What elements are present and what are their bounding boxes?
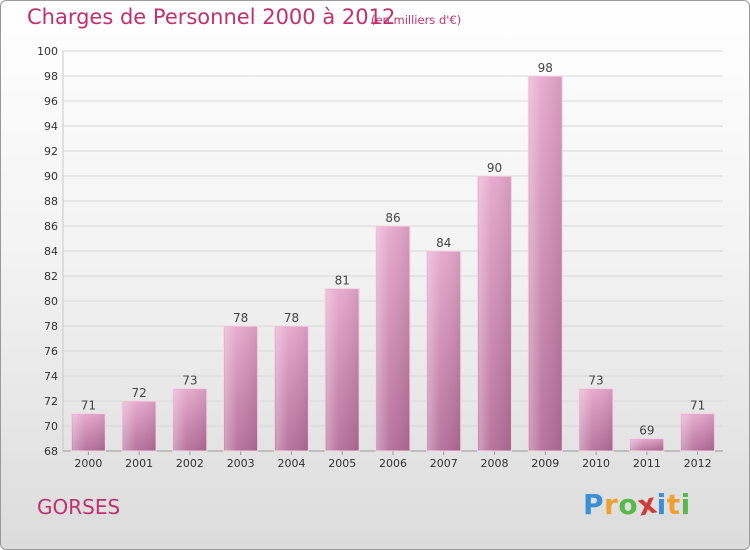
bar-shine-2007 [427, 252, 460, 451]
x-tick-label-2005: 2005 [328, 457, 356, 470]
data-label-2007: 84 [436, 236, 451, 250]
bar-shine-2003 [224, 327, 257, 451]
proxiti-logo: Proxiti [583, 486, 691, 522]
x-tick-label-2003: 2003 [227, 457, 255, 470]
logo-letter: i [680, 488, 691, 521]
data-label-2012: 71 [690, 399, 705, 413]
data-label-2008: 90 [487, 161, 502, 175]
x-tick-label-2000: 2000 [74, 457, 102, 470]
y-tick-label: 78 [44, 320, 58, 333]
y-tick-label: 76 [44, 345, 58, 358]
data-label-2001: 72 [132, 386, 147, 400]
chart-title: Charges de Personnel 2000 à 2012 [27, 5, 396, 29]
x-tick-label-2010: 2010 [582, 457, 610, 470]
x-tick-label-2011: 2011 [633, 457, 661, 470]
y-tick-label: 72 [44, 395, 58, 408]
data-label-2004: 78 [284, 311, 299, 325]
data-label-2000: 71 [81, 399, 96, 413]
y-tick-label: 94 [44, 120, 58, 133]
data-label-2009: 98 [538, 61, 553, 75]
y-tick-label: 90 [44, 170, 58, 183]
commune-name: GORSES [37, 495, 121, 519]
bar-shine-2005 [326, 289, 359, 451]
y-tick-label: 68 [44, 445, 58, 458]
data-label-2010: 73 [588, 374, 603, 388]
bar-shine-2011 [630, 439, 663, 451]
bar-shine-2008 [478, 177, 511, 451]
x-tick-label-2007: 2007 [430, 457, 458, 470]
y-tick-label: 82 [44, 270, 58, 283]
bar-shine-2000 [72, 414, 105, 451]
y-tick-label: 88 [44, 195, 58, 208]
chart-subtitle: (en milliers d'€) [371, 13, 462, 27]
data-label-2011: 69 [639, 424, 654, 438]
y-tick-label: 74 [44, 370, 58, 383]
bar-shine-2006 [377, 227, 409, 451]
logo-letter: P [583, 488, 605, 521]
y-tick-label: 100 [37, 45, 58, 58]
bar-shine-2009 [529, 77, 562, 451]
y-tick-label: 92 [44, 145, 58, 158]
y-tick-label: 70 [44, 420, 58, 433]
bar-shine-2001 [123, 402, 156, 451]
data-label-2006: 86 [385, 211, 400, 225]
bar-shine-2004 [275, 327, 308, 451]
x-tick-label-2009: 2009 [531, 457, 559, 470]
logo-letter: r [604, 488, 619, 521]
x-tick-label-2001: 2001 [125, 457, 153, 470]
x-tick-label-2004: 2004 [277, 457, 305, 470]
bar-shine-2012 [681, 414, 714, 451]
x-tick-label-2008: 2008 [481, 457, 509, 470]
y-tick-label: 96 [44, 95, 58, 108]
bar-shine-2010 [580, 389, 613, 451]
data-label-2002: 73 [182, 374, 197, 388]
x-tick-label-2006: 2006 [379, 457, 407, 470]
y-tick-label: 98 [44, 70, 58, 83]
bar-shine-2002 [173, 389, 206, 451]
data-label-2003: 78 [233, 311, 248, 325]
y-tick-label: 80 [44, 295, 58, 308]
logo-letter: i [656, 488, 667, 521]
data-label-2005: 81 [335, 274, 350, 288]
x-tick-label-2002: 2002 [176, 457, 204, 470]
logo-letter: t [666, 488, 681, 521]
y-tick-label: 84 [44, 245, 58, 258]
logo-letter: o [618, 488, 639, 521]
y-tick-label: 86 [44, 220, 58, 233]
x-tick-label-2012: 2012 [684, 457, 712, 470]
